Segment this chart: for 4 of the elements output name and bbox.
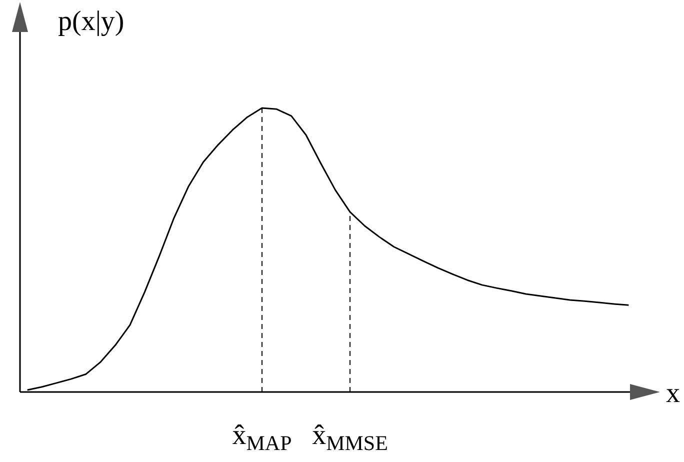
x-tick-label: x̂$_{MAP}$ bbox=[232, 420, 292, 456]
y-axis-title: p(x|y) bbox=[58, 6, 124, 37]
x-axis-title: x bbox=[666, 378, 680, 409]
x-tick-label: x̂$_{MMSE}$ bbox=[312, 420, 388, 456]
